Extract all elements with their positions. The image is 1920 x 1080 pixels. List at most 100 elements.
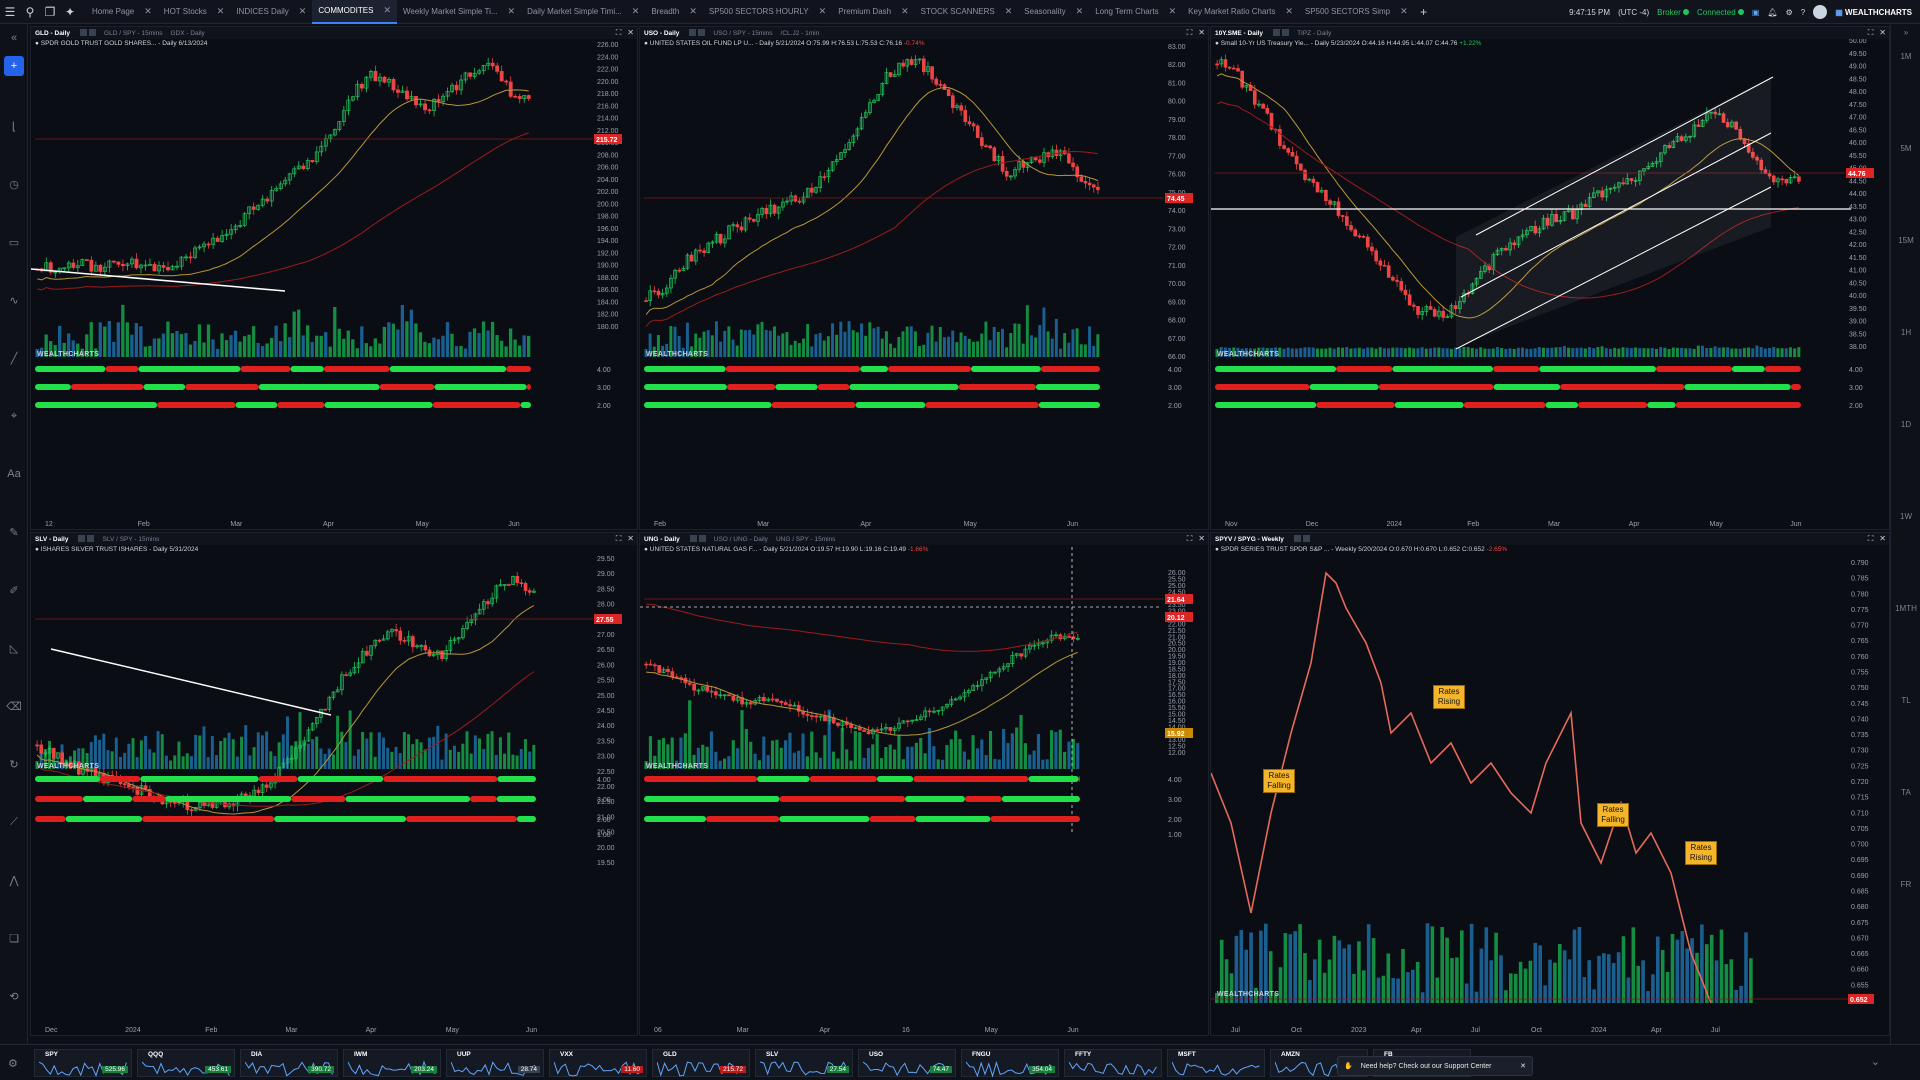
ticker-card-msft[interactable]: MSFT: [1167, 1049, 1265, 1077]
save-icon[interactable]: ▣: [1751, 7, 1760, 17]
refresh-icon[interactable]: ↻: [9, 758, 19, 771]
wave-icon[interactable]: ∿: [9, 294, 19, 307]
chart-pane-spyg[interactable]: 0.790 0.785 0.780 0.775 0.770 0.765 0.760 0.755…: [1210, 532, 1890, 1036]
lock-icon[interactable]: [1282, 28, 1290, 36]
chart-svg[interactable]: 29.5029.0028.5028.0027.5027.0026.5026.00…: [31, 533, 637, 1035]
ticker-card-iwm[interactable]: IWM 203.24: [343, 1049, 441, 1077]
chart-pane-tnx[interactable]: 50.00 49.50 49.00 48.50 48.00 47.50 47.00 46.50…: [1210, 26, 1890, 530]
ruler-icon[interactable]: ✐: [9, 584, 19, 597]
linked-chart-tab[interactable]: USO / SPY - 15mins: [713, 29, 773, 37]
close-tab-icon[interactable]: ✕: [1075, 6, 1084, 16]
strip-settings-icon[interactable]: ⚙: [8, 1058, 18, 1070]
measure-icon[interactable]: ◺: [9, 642, 19, 655]
link-icon[interactable]: [78, 534, 86, 542]
hamburger-menu-icon[interactable]: ☰: [4, 4, 16, 19]
ticker-card-slv[interactable]: SLV 27.54: [755, 1049, 853, 1077]
close-tab-icon[interactable]: ✕: [144, 6, 152, 16]
timeframe-tl[interactable]: TL: [1901, 696, 1911, 705]
timeframe-1h[interactable]: 1H: [1900, 328, 1912, 337]
maximize-icon[interactable]: ⛶: [615, 28, 622, 37]
close-tab-icon[interactable]: ✕: [818, 6, 827, 16]
chevron-down-icon[interactable]: ⌄: [1870, 1056, 1880, 1068]
close-icon[interactable]: ✕: [1879, 28, 1886, 37]
expand-icon[interactable]: »: [1903, 28, 1909, 37]
linked-chart-tab[interactable]: SLV / SPY - 15mins: [102, 535, 160, 543]
symbol-label[interactable]: 10Y.SME - Daily: [1215, 29, 1264, 37]
chart-svg[interactable]: 50.0049.5049.0048.5048.0047.5047.0046.50…: [1211, 27, 1889, 529]
chart-svg[interactable]: 26.0025.5025.0024.5024.0023.5023.0022.50…: [640, 533, 1208, 1035]
close-tab-icon[interactable]: ✕: [901, 6, 909, 16]
link-icon[interactable]: [80, 28, 88, 36]
collapse-icon[interactable]: «: [10, 32, 18, 44]
rates-annotation[interactable]: Rates Falling: [1263, 769, 1295, 793]
tab-2[interactable]: INDICES Daily ✕: [230, 0, 312, 24]
rates-annotation[interactable]: Rates Rising: [1685, 841, 1717, 865]
chart-svg[interactable]: 226.00224.00222.00220.00218.00216.00214.…: [31, 27, 637, 529]
rates-annotation[interactable]: Rates Rising: [1433, 685, 1465, 709]
text-icon[interactable]: Aa: [7, 468, 21, 480]
close-tab-icon[interactable]: ✕: [631, 6, 640, 16]
timeframe-15m[interactable]: 15M: [1898, 236, 1914, 245]
layout-icon[interactable]: ❐: [44, 4, 56, 19]
tab-3[interactable]: COMMODITES ✕: [312, 0, 397, 24]
symbol-label[interactable]: USO - Daily: [644, 29, 680, 37]
timeframe-5m[interactable]: 5M: [1900, 144, 1912, 153]
close-tab-icon[interactable]: ✕: [1004, 6, 1013, 16]
broker-label[interactable]: Broker: [1657, 8, 1689, 17]
eraser-icon[interactable]: ⌫: [6, 700, 22, 713]
timeframe-1m[interactable]: 1M: [1900, 52, 1912, 61]
ticker-card-dia[interactable]: DIA 390.72: [240, 1049, 338, 1077]
layers-icon[interactable]: ❏: [9, 932, 19, 945]
rates-annotation[interactable]: Rates Falling: [1597, 803, 1629, 827]
timeframe-fr[interactable]: FR: [1900, 880, 1912, 889]
close-icon[interactable]: ✕: [1520, 1063, 1526, 1070]
tab-8[interactable]: Premium Dash ✕: [832, 0, 914, 24]
clock-icon[interactable]: ◷: [9, 178, 19, 191]
help-icon[interactable]: ?: [1800, 7, 1806, 17]
linked-chart-tab[interactable]: /CL.J2 - 1min: [780, 29, 820, 37]
linked-chart-tab[interactable]: USO / UNG - Daily: [713, 535, 768, 543]
link-icon[interactable]: [1273, 28, 1281, 36]
reset-icon[interactable]: ⟲: [9, 990, 19, 1003]
chart-pane-gld[interactable]: 226.00 224.00 222.00 220.00 218.00 216.00 214.…: [30, 26, 638, 530]
tab-1[interactable]: HOT Stocks ✕: [158, 0, 231, 24]
link-icon[interactable]: [689, 534, 697, 542]
tab-4[interactable]: Weekly Market Simple Ti... ✕: [397, 0, 521, 24]
link-icon[interactable]: [689, 28, 697, 36]
lock-icon[interactable]: [698, 534, 706, 542]
chart-type-icon[interactable]: ⌊: [11, 120, 17, 133]
chart-pane-uso[interactable]: 83.00 82.00 81.00 80.00 79.00 78.00 77.00 76.00…: [639, 26, 1209, 530]
chart-pane-slv[interactable]: 29.5029.0028.5028.0027.5027.0026.5026.00…: [30, 532, 638, 1036]
symbol-label[interactable]: SLV - Daily: [35, 535, 69, 543]
tab-7[interactable]: SP500 SECTORS HOURLY ✕: [703, 0, 832, 24]
symbol-label[interactable]: UNG - Daily: [644, 535, 680, 543]
tab-10[interactable]: Seasonality ✕: [1018, 0, 1089, 24]
calendar-icon[interactable]: ▭: [8, 236, 20, 249]
close-tab-icon[interactable]: ✕: [216, 6, 225, 16]
ticker-card-fngu[interactable]: FNGU 354.04: [961, 1049, 1059, 1078]
close-tab-icon[interactable]: ✕: [298, 6, 307, 16]
timeframe-1mth[interactable]: 1MTH: [1895, 604, 1917, 613]
symbol-label[interactable]: GLD - Daily: [35, 29, 71, 37]
linked-chart-tab[interactable]: UNG / SPY - 15mins: [775, 535, 836, 543]
lock-icon[interactable]: [1302, 534, 1310, 542]
close-tab-icon[interactable]: ✕: [507, 6, 516, 16]
bell-icon[interactable]: 🔔︎: [1767, 7, 1778, 17]
add-icon[interactable]: +: [4, 56, 24, 76]
ticker-card-gld[interactable]: GLD 215.72: [652, 1049, 750, 1077]
timeframe-1d[interactable]: 1D: [1900, 420, 1912, 429]
tab-5[interactable]: Daily Market Simple Timi... ✕: [521, 0, 645, 24]
add-tab-icon[interactable]: +: [1420, 4, 1428, 19]
chart-svg[interactable]: 0.7900.7850.7800.7750.7700.7650.7600.755…: [1211, 533, 1889, 1035]
symbol-label[interactable]: SPYV / SPYG - Weekly: [1215, 535, 1284, 543]
tab-12[interactable]: Key Market Ratio Charts ✕: [1182, 0, 1299, 24]
link-icon[interactable]: [1293, 534, 1301, 542]
lock-icon[interactable]: [89, 28, 97, 36]
timeframe-ta[interactable]: TA: [1901, 788, 1911, 797]
close-icon[interactable]: ✕: [1198, 28, 1205, 37]
ticker-card-uup[interactable]: UUP 28.74: [446, 1049, 544, 1077]
ticker-card-spy[interactable]: SPY 525.96: [34, 1049, 132, 1078]
linked-chart-tab[interactable]: GDX - Daily: [170, 29, 205, 37]
close-icon[interactable]: ✕: [627, 28, 634, 37]
trendline-icon[interactable]: ╱: [10, 352, 18, 365]
